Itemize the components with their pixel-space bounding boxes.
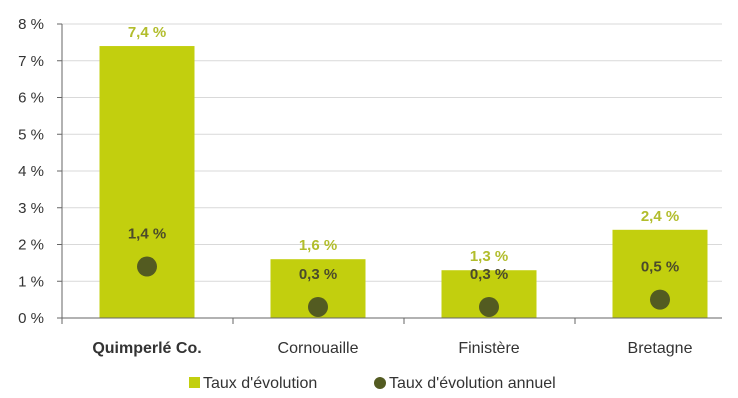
point <box>137 256 157 277</box>
point <box>308 296 328 317</box>
x-tick-label: Finistère <box>458 340 519 357</box>
x-tick-label: Cornouaille <box>278 340 359 357</box>
y-tick-label: 6 % <box>18 90 44 107</box>
y-tick-label: 7 % <box>18 53 44 70</box>
legend: Taux d'évolution Taux d'évolution annuel <box>189 375 556 392</box>
legend-label-point: Taux d'évolution annuel <box>389 375 556 392</box>
bar <box>99 46 195 319</box>
bars <box>99 46 708 319</box>
bar-data-label: 2,4 % <box>641 208 679 225</box>
y-tick-label: 3 % <box>18 200 44 217</box>
legend-swatch-bar <box>189 377 200 388</box>
x-axis: Quimperlé Co. Cornouaille Finistère Bretagn… <box>61 317 722 357</box>
bar-data-label: 1,3 % <box>470 248 508 265</box>
y-tick-label: 5 % <box>18 126 44 143</box>
y-tick-label: 8 % <box>18 16 44 33</box>
x-tick-label: Quimperlé Co. <box>92 340 201 357</box>
y-tick-label: 1 % <box>18 273 44 290</box>
point-data-label: 0,3 % <box>470 266 508 283</box>
y-axis-ticks: 0 % 1 % 2 % 3 % 4 % 5 % 6 % 7 % 8 % <box>18 16 63 327</box>
bar-data-label: 7,4 % <box>128 24 166 41</box>
legend-swatch-point <box>374 377 386 389</box>
legend-label-bar: Taux d'évolution <box>203 375 317 392</box>
y-tick-label: 2 % <box>18 237 44 254</box>
y-tick-label: 4 % <box>18 163 44 180</box>
data-labels: 7,4 % 1,6 % 1,3 % 2,4 % 1,4 % 0,3 % 0,3 % 0,5 % <box>128 24 679 283</box>
point <box>650 289 670 310</box>
point-data-label: 0,3 % <box>299 266 337 283</box>
point <box>479 296 499 317</box>
point-data-label: 1,4 % <box>128 226 166 243</box>
points <box>137 256 670 317</box>
bar-data-label: 1,6 % <box>299 237 337 254</box>
x-tick-label: Bretagne <box>628 340 693 357</box>
point-data-label: 0,5 % <box>641 259 679 276</box>
y-tick-label: 0 % <box>18 310 44 327</box>
